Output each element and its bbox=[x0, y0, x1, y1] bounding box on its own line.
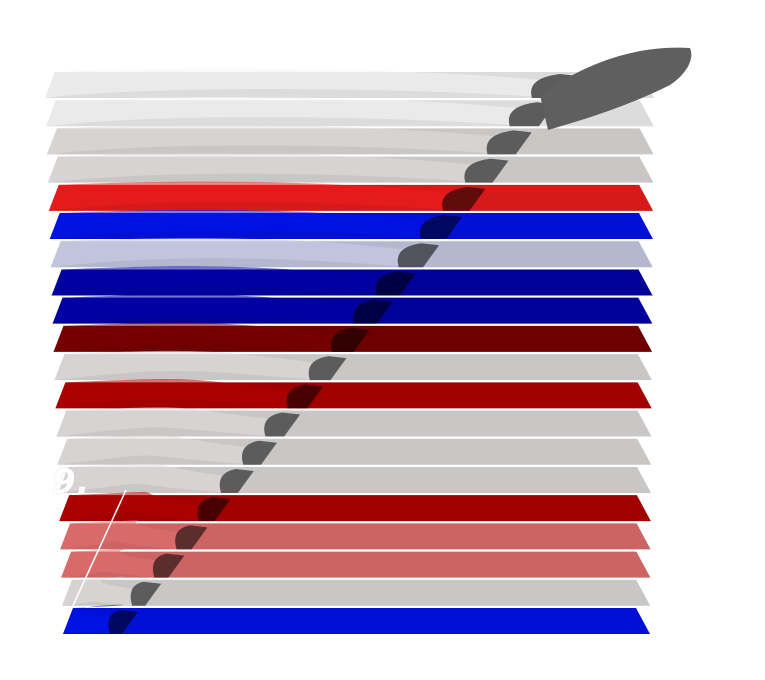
layer-stack bbox=[45, 68, 654, 634]
layer-19-fin bbox=[130, 581, 162, 606]
layer-12-fin bbox=[286, 384, 324, 409]
layer-10-highlight bbox=[53, 322, 352, 352]
layer-18-highlight bbox=[61, 548, 167, 578]
layer-12-highlight bbox=[55, 379, 306, 409]
layer-16-highlight bbox=[59, 491, 213, 522]
layer-8-highlight bbox=[51, 266, 398, 296]
layer-3-fin bbox=[486, 130, 532, 155]
layer-4-highlight bbox=[47, 153, 491, 183]
layer-17-highlight bbox=[60, 520, 190, 550]
layer-17-fin bbox=[175, 525, 208, 550]
layer-14-highlight bbox=[57, 435, 259, 465]
layer-18-fin bbox=[152, 553, 185, 578]
layer-13-highlight bbox=[56, 407, 283, 437]
layer-1-highlight bbox=[45, 68, 560, 98]
layer-5-highlight bbox=[48, 181, 468, 211]
layer-4-fin bbox=[464, 158, 509, 183]
layer-20-fin bbox=[108, 610, 138, 634]
layer-17 bbox=[60, 523, 651, 550]
layer-16-fin bbox=[197, 497, 231, 522]
layer-11-highlight bbox=[54, 350, 329, 381]
annotation-leader-line bbox=[69, 489, 127, 613]
blade-fin-stack bbox=[108, 74, 578, 634]
layer-9-fin bbox=[353, 299, 393, 324]
layer-7-highlight bbox=[50, 238, 422, 268]
layer-10-fin bbox=[330, 327, 370, 352]
top-blade-tip bbox=[540, 47, 692, 131]
layer-7-fin bbox=[397, 243, 440, 268]
layer-15-fin bbox=[219, 468, 254, 493]
annotation-label: 9. bbox=[52, 462, 91, 502]
layer-20-highlight bbox=[63, 604, 123, 634]
layer-3-highlight bbox=[46, 125, 514, 155]
layer-11-fin bbox=[308, 356, 347, 381]
layer-2-highlight bbox=[45, 97, 537, 127]
layer-6-highlight bbox=[49, 209, 445, 240]
layer-9-highlight bbox=[52, 294, 375, 324]
layer-19 bbox=[62, 579, 651, 606]
layer-13-fin bbox=[264, 412, 301, 437]
layer-15-highlight bbox=[58, 463, 236, 493]
layer-14-fin bbox=[241, 440, 277, 465]
layer-18 bbox=[61, 551, 651, 578]
layer-6-fin bbox=[419, 215, 463, 240]
layer-5-fin bbox=[442, 186, 486, 211]
layer-8-fin bbox=[375, 271, 416, 296]
layer-20 bbox=[63, 608, 650, 634]
